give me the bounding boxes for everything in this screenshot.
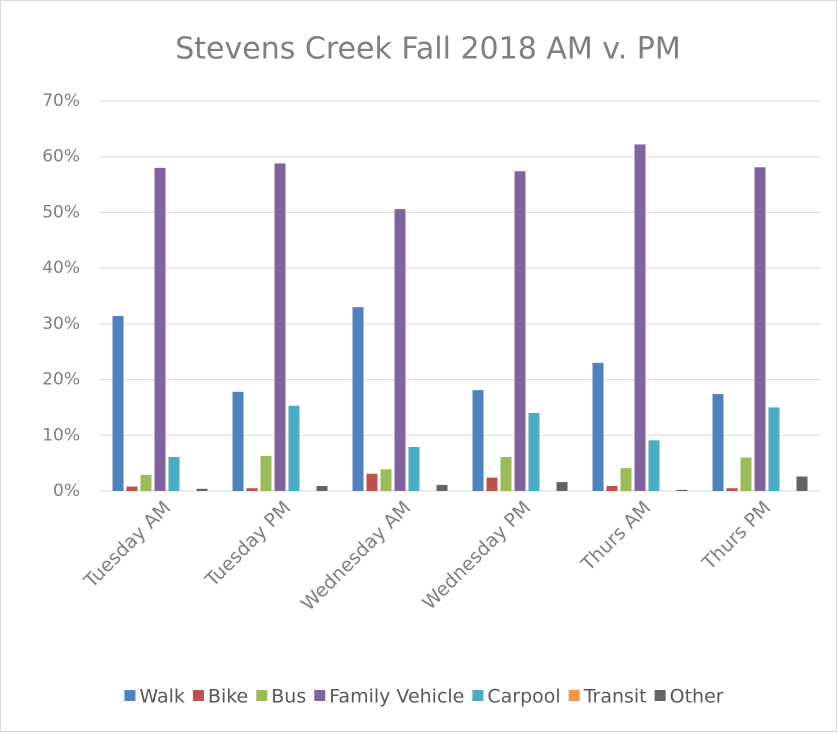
y-tick-label: 40% bbox=[42, 258, 80, 278]
bar bbox=[288, 405, 300, 491]
bar bbox=[592, 362, 604, 491]
chart-title: Stevens Creek Fall 2018 AM v. PM bbox=[175, 32, 681, 67]
legend-swatch bbox=[256, 690, 268, 701]
bar bbox=[528, 413, 540, 491]
bar bbox=[712, 394, 724, 491]
y-tick-label: 50% bbox=[42, 202, 80, 222]
bar bbox=[620, 468, 632, 491]
y-tick-label: 70% bbox=[42, 91, 80, 111]
bar bbox=[232, 391, 244, 491]
bar bbox=[352, 307, 364, 491]
bar bbox=[556, 482, 568, 491]
legend-swatch bbox=[314, 690, 326, 701]
legend-label: Walk bbox=[139, 686, 185, 708]
bar bbox=[260, 455, 272, 491]
bar bbox=[140, 474, 152, 491]
bar bbox=[486, 477, 498, 491]
bar bbox=[112, 316, 124, 491]
bar bbox=[196, 488, 208, 491]
y-tick-label: 30% bbox=[42, 314, 80, 334]
bar bbox=[126, 486, 138, 491]
legend-swatch bbox=[654, 690, 666, 701]
bar bbox=[726, 488, 738, 491]
bar bbox=[740, 457, 752, 491]
bar bbox=[316, 485, 328, 491]
bar bbox=[754, 167, 766, 492]
y-tick-label: 10% bbox=[42, 425, 80, 445]
bar bbox=[676, 489, 688, 491]
legend-label: Family Vehicle bbox=[329, 686, 464, 708]
bar bbox=[274, 163, 286, 491]
bar bbox=[380, 469, 392, 491]
bar bbox=[634, 144, 646, 491]
legend-swatch bbox=[124, 690, 136, 701]
bar bbox=[246, 488, 258, 491]
legend-swatch bbox=[192, 690, 204, 701]
y-tick-label: 60% bbox=[42, 147, 80, 167]
bar bbox=[408, 446, 420, 491]
legend-label: Other bbox=[670, 686, 724, 708]
y-tick-label: 20% bbox=[42, 370, 80, 390]
legend-swatch bbox=[568, 690, 580, 701]
legend-swatch bbox=[472, 690, 484, 701]
bar bbox=[500, 457, 512, 491]
bar bbox=[514, 171, 526, 491]
bar bbox=[168, 457, 180, 491]
legend-label: Transit bbox=[583, 686, 647, 708]
y-tick-label: 0% bbox=[53, 481, 80, 501]
legend-label: Bike bbox=[208, 686, 248, 708]
legend-label: Bus bbox=[271, 686, 306, 708]
bar bbox=[796, 476, 808, 491]
bar bbox=[436, 484, 448, 491]
bar bbox=[154, 167, 166, 491]
bar bbox=[472, 390, 484, 491]
bar bbox=[606, 485, 618, 491]
legend-label: Carpool bbox=[487, 686, 560, 708]
bar bbox=[768, 407, 780, 491]
bar bbox=[648, 440, 660, 491]
bar bbox=[366, 473, 378, 491]
bar bbox=[394, 209, 406, 492]
